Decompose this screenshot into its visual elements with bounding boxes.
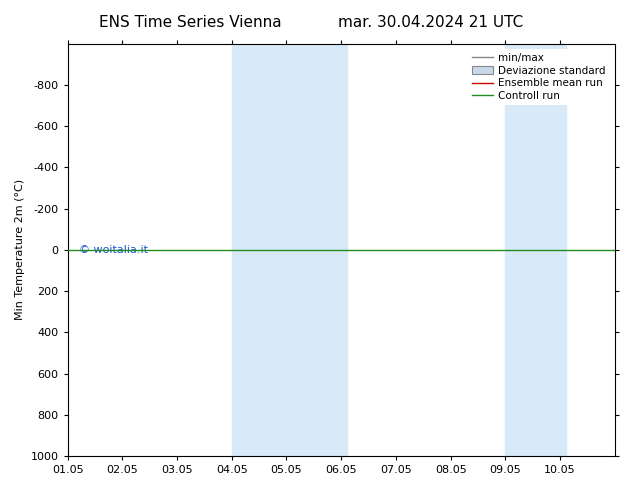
Y-axis label: Min Temperature 2m (°C): Min Temperature 2m (°C) [15,179,25,320]
Text: © woitalia.it: © woitalia.it [79,245,148,255]
Legend: min/max, Deviazione standard, Ensemble mean run, Controll run: min/max, Deviazione standard, Ensemble m… [468,49,610,105]
Bar [505,44,566,456]
Bar [232,44,347,456]
Text: ENS Time Series Vienna: ENS Time Series Vienna [99,15,281,30]
Text: mar. 30.04.2024 21 UTC: mar. 30.04.2024 21 UTC [339,15,524,30]
